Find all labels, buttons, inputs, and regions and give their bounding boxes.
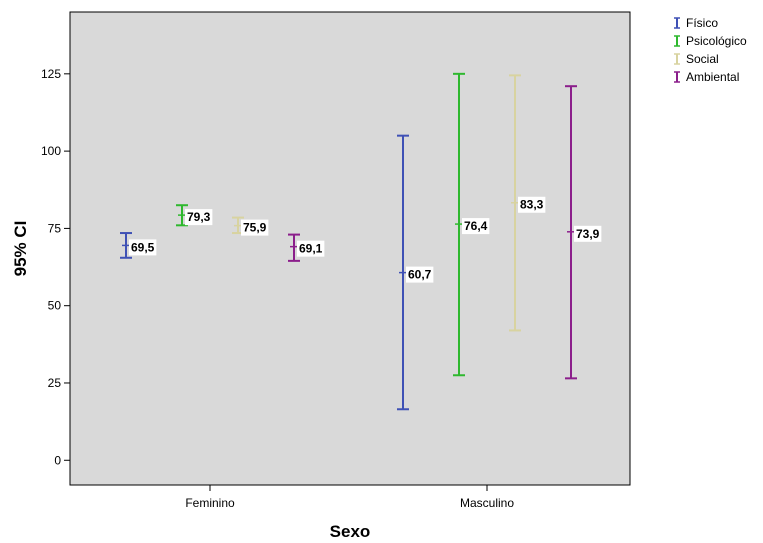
data-label-background [241, 219, 269, 236]
data-label: 69,1 [297, 240, 325, 257]
legend-label: Psicológico [686, 34, 747, 48]
data-label: 76,4 [462, 218, 490, 235]
legend-item: Social [674, 52, 719, 66]
y-tick-label: 125 [41, 67, 61, 81]
error-bar [453, 72, 465, 377]
data-label-background [574, 225, 602, 242]
error-bar [565, 85, 577, 380]
legend-item: Físico [674, 16, 718, 30]
data-label: 83,3 [518, 196, 546, 213]
y-tick-label: 50 [48, 299, 62, 313]
y-tick-label: 75 [48, 221, 62, 235]
data-label-background [518, 196, 546, 213]
plot-area [69, 11, 631, 486]
data-label-background [129, 239, 157, 256]
y-axis-title: 95% CI [11, 221, 30, 277]
data-label-text: 69,5 [131, 240, 155, 254]
data-label-text: 75,9 [243, 221, 267, 235]
data-label-text: 60,7 [408, 268, 432, 282]
data-label-text: 73,9 [576, 227, 600, 241]
x-tick-label: Masculino [460, 496, 514, 510]
data-label-text: 79,3 [187, 210, 211, 224]
legend-label: Social [686, 52, 719, 66]
y-tick-label: 100 [41, 144, 61, 158]
error-bars [120, 72, 577, 411]
data-label: 73,9 [574, 225, 602, 242]
legend-label: Físico [686, 16, 718, 30]
x-axis-title: Sexo [330, 522, 371, 541]
x-tick-label: Feminino [185, 496, 235, 510]
data-labels: 69,5 60,7 79,3 76,4 75,9 83,3 69,1 73,9 [129, 196, 602, 283]
data-label-background [462, 218, 490, 235]
x-axis: Feminino Masculino [185, 485, 514, 510]
error-bar [120, 232, 132, 259]
error-bar [176, 204, 188, 227]
legend-label: Ambiental [686, 70, 739, 84]
data-label-background [185, 209, 213, 226]
data-label-background [297, 240, 325, 257]
error-bar [509, 74, 521, 332]
legend-item: Ambiental [674, 70, 739, 84]
legend-item: Psicológico [674, 34, 747, 48]
y-tick-label: 25 [48, 376, 62, 390]
y-tick-label: 0 [54, 453, 61, 467]
data-label-text: 83,3 [520, 198, 544, 212]
data-label: 79,3 [185, 209, 213, 226]
data-label: 75,9 [241, 219, 269, 236]
error-bar [397, 134, 409, 411]
data-label-background [406, 266, 434, 283]
data-label-text: 69,1 [299, 242, 323, 256]
data-label-text: 76,4 [464, 219, 488, 233]
error-bar [288, 233, 300, 262]
data-label: 60,7 [406, 266, 434, 283]
y-axis: 0 25 50 75 100 125 [41, 67, 70, 467]
data-label: 69,5 [129, 239, 157, 256]
legend: Físico Psicológico Social Ambiental [674, 16, 747, 84]
